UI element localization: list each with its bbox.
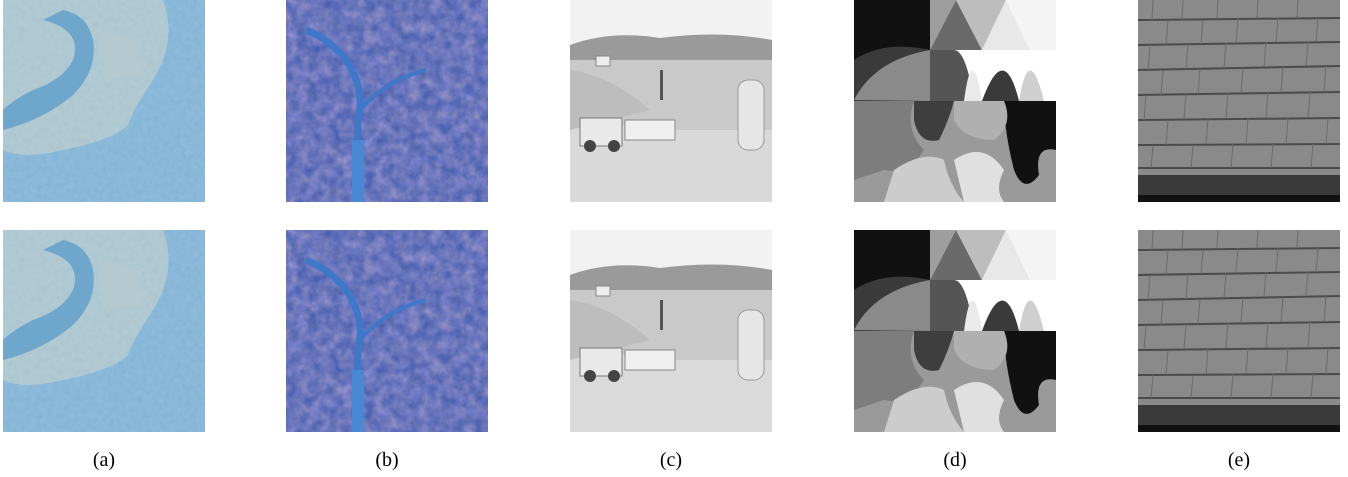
caption-e: (e) xyxy=(1227,449,1251,471)
caption-c: (c) xyxy=(659,449,683,471)
image-b-top xyxy=(286,0,488,202)
caption-a: (a) xyxy=(92,449,116,471)
caption-b: (b) xyxy=(375,449,399,471)
caption-d: (d) xyxy=(943,449,967,471)
image-d-top xyxy=(854,0,1056,202)
image-e-bottom xyxy=(1138,230,1340,432)
image-a-top xyxy=(3,0,205,202)
image-c-top xyxy=(570,0,772,202)
image-b-bottom xyxy=(286,230,488,432)
image-c-bottom xyxy=(570,230,772,432)
image-a-bottom xyxy=(3,230,205,432)
image-d-bottom xyxy=(854,230,1056,432)
image-e-top xyxy=(1138,0,1340,202)
